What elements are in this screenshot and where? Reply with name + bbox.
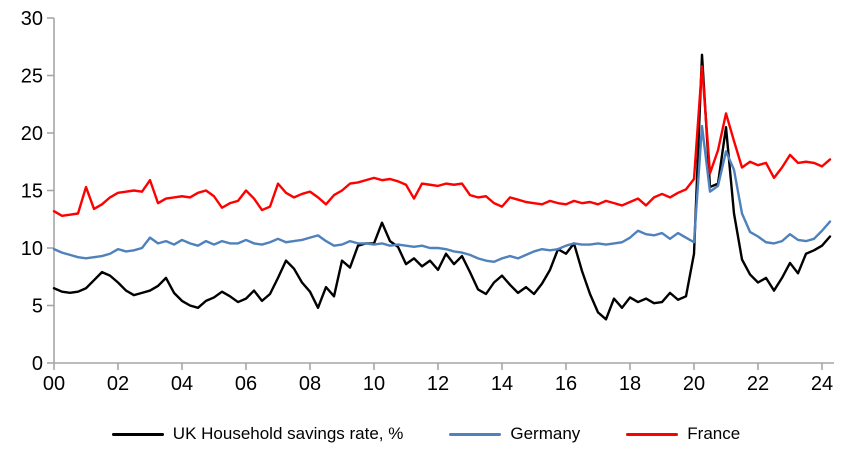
x-tick-label: 00 [43, 373, 65, 395]
y-tick-label: 20 [21, 123, 43, 145]
legend-item-france: France [626, 424, 740, 444]
y-tick-label: 15 [21, 181, 43, 203]
x-tick-label: 14 [491, 373, 513, 395]
x-tick-label: 10 [363, 373, 385, 395]
x-tick-label: 22 [747, 373, 769, 395]
y-tick-label: 0 [32, 353, 43, 375]
x-tick-label: 12 [427, 373, 449, 395]
legend-item-uk: UK Household savings rate, % [111, 424, 404, 444]
x-tick-label: 02 [107, 373, 129, 395]
x-tick-label: 16 [555, 373, 577, 395]
x-tick-label: 18 [619, 373, 641, 395]
x-tick-label: 08 [299, 373, 321, 395]
legend-line-germany-icon [449, 432, 502, 436]
y-tick-label: 10 [21, 238, 43, 260]
legend-line-uk-icon [111, 432, 164, 436]
legend-item-germany: Germany [449, 424, 580, 444]
x-tick-label: 06 [235, 373, 257, 395]
x-tick-label: 20 [683, 373, 705, 395]
chart-plot-area: 0 5 10 15 20 25 30 00 02 04 06 08 10 12 14 16 18 20 22 24 [21, 8, 834, 395]
x-tick-label: 04 [171, 373, 193, 395]
y-tick-label: 25 [21, 66, 43, 88]
legend-label-france: France [687, 424, 741, 443]
legend-label-germany: Germany [510, 424, 581, 443]
y-tick-label: 30 [21, 8, 43, 30]
series-line-uk [52, 53, 832, 321]
legend-line-france-icon [626, 432, 679, 436]
series-line-france [52, 65, 832, 218]
x-tick-label: 24 [811, 373, 833, 395]
y-tick-label: 5 [32, 296, 43, 318]
legend-label-uk: UK Household savings rate, % [172, 424, 404, 443]
series-line-germany [52, 124, 832, 263]
chart-legend: UK Household savings rate, % Germany Fra… [0, 424, 852, 444]
